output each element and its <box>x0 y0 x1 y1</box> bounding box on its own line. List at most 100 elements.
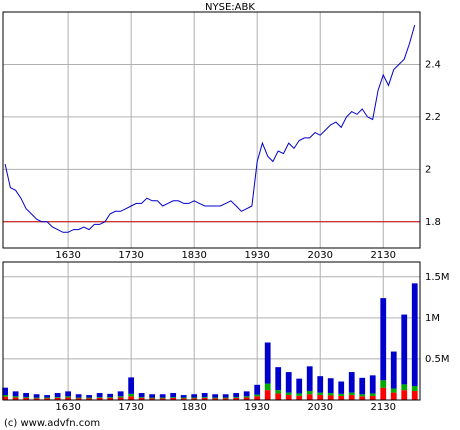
volume-bar <box>327 395 334 400</box>
volume-bar <box>275 367 282 391</box>
y-tick-label: 1.8 <box>425 217 441 228</box>
volume-bar <box>380 298 387 381</box>
volume-bar <box>23 397 29 398</box>
volume-bar <box>86 395 93 398</box>
volume-bar <box>2 395 8 397</box>
volume-bar <box>401 384 408 391</box>
x-tick-label: 1630 <box>55 402 80 413</box>
x-tick-label: 1930 <box>244 250 269 261</box>
volume-bar <box>191 394 198 398</box>
volume-bar <box>380 387 387 400</box>
volume-bar <box>306 394 313 400</box>
volume-bar <box>296 378 303 394</box>
volume-bar <box>243 396 250 398</box>
volume-bar <box>348 395 355 400</box>
volume-bar <box>254 394 261 397</box>
y-tick-label: 2.4 <box>425 59 441 70</box>
volume-bar <box>264 390 271 400</box>
volume-bar <box>96 397 103 398</box>
volume-bar <box>369 395 376 400</box>
volume-bar <box>243 391 250 397</box>
volume-bar <box>23 393 29 398</box>
volume-bar <box>306 366 313 391</box>
panel-frame <box>2 11 421 249</box>
volume-bar <box>317 376 324 393</box>
volume-bar <box>338 381 345 394</box>
volume-bar <box>233 397 240 400</box>
volume-bar <box>107 397 114 398</box>
volume-bar <box>23 397 29 400</box>
volume-bar <box>285 392 292 396</box>
x-tick-label: 1830 <box>181 402 206 413</box>
x-tick-label: 1930 <box>244 402 269 413</box>
volume-bar <box>338 395 345 400</box>
volume-bar <box>411 390 418 400</box>
volume-bar <box>338 393 345 396</box>
volume-bar <box>159 398 166 400</box>
volume-bar <box>33 394 40 398</box>
volume-bar <box>411 386 418 391</box>
volume-bar <box>96 393 103 398</box>
volume-bar <box>222 394 229 398</box>
volume-bar <box>348 372 355 393</box>
y-tick-label: 2.2 <box>425 112 441 123</box>
volume-bar <box>65 396 72 398</box>
volume-bar <box>243 397 250 400</box>
volume-bar <box>201 397 208 400</box>
volume-bar <box>317 392 324 396</box>
volume-bar <box>180 398 187 400</box>
volume-bar <box>296 393 303 396</box>
volume-bar <box>96 397 103 400</box>
y-tick-label: 1.5M <box>425 272 450 283</box>
volume-bar <box>54 397 61 398</box>
x-tick-label: 1830 <box>181 250 206 261</box>
volume-bar <box>54 397 61 400</box>
x-tick-label: 2030 <box>307 250 332 261</box>
volume-bar <box>233 397 240 398</box>
x-tick-label: 2130 <box>371 250 396 261</box>
volume-bar <box>128 393 135 397</box>
x-tick-label: 1730 <box>118 402 143 413</box>
volume-bar <box>2 396 8 400</box>
volume-bar <box>222 398 229 400</box>
volume-bar <box>12 396 19 398</box>
volume-bar <box>12 397 19 400</box>
volume-bar <box>264 383 271 391</box>
volume-bar <box>254 396 261 400</box>
volume-bar <box>180 397 187 399</box>
volume-bar <box>138 397 145 398</box>
volume-bar <box>44 395 51 398</box>
volume-bar <box>138 393 145 398</box>
volume-bar <box>306 390 313 395</box>
x-tick-label: 1630 <box>55 250 80 261</box>
volume-bar <box>117 396 124 398</box>
x-tick-label: 1730 <box>118 250 143 261</box>
volume-bar <box>264 342 271 384</box>
volume-bar <box>369 375 376 394</box>
volume-bar <box>117 391 124 397</box>
volume-bar <box>222 397 229 399</box>
volume-bar <box>65 397 72 400</box>
volume-bar <box>117 397 124 400</box>
volume-bar <box>75 397 82 399</box>
volume-bar <box>86 398 93 400</box>
y-tick-label: 1M <box>425 313 440 324</box>
volume-bar <box>327 393 334 396</box>
volume-bar <box>159 394 166 398</box>
volume-bar <box>191 398 198 400</box>
volume-bar <box>411 283 418 387</box>
volume-bar <box>390 388 397 393</box>
x-tick-label: 2130 <box>371 402 396 413</box>
volume-bar <box>170 393 177 398</box>
volume-bar <box>359 396 366 400</box>
volume-bar <box>54 393 61 398</box>
volume-bar <box>369 393 376 396</box>
volume-bar <box>285 395 292 400</box>
volume-bar <box>390 392 397 400</box>
volume-bar <box>348 392 355 396</box>
volume-bar <box>380 380 387 388</box>
panel-frame <box>2 261 421 401</box>
volume-bar <box>390 351 397 389</box>
volume-bar <box>107 397 114 400</box>
copyright: (c) www.advfn.com <box>4 418 100 429</box>
